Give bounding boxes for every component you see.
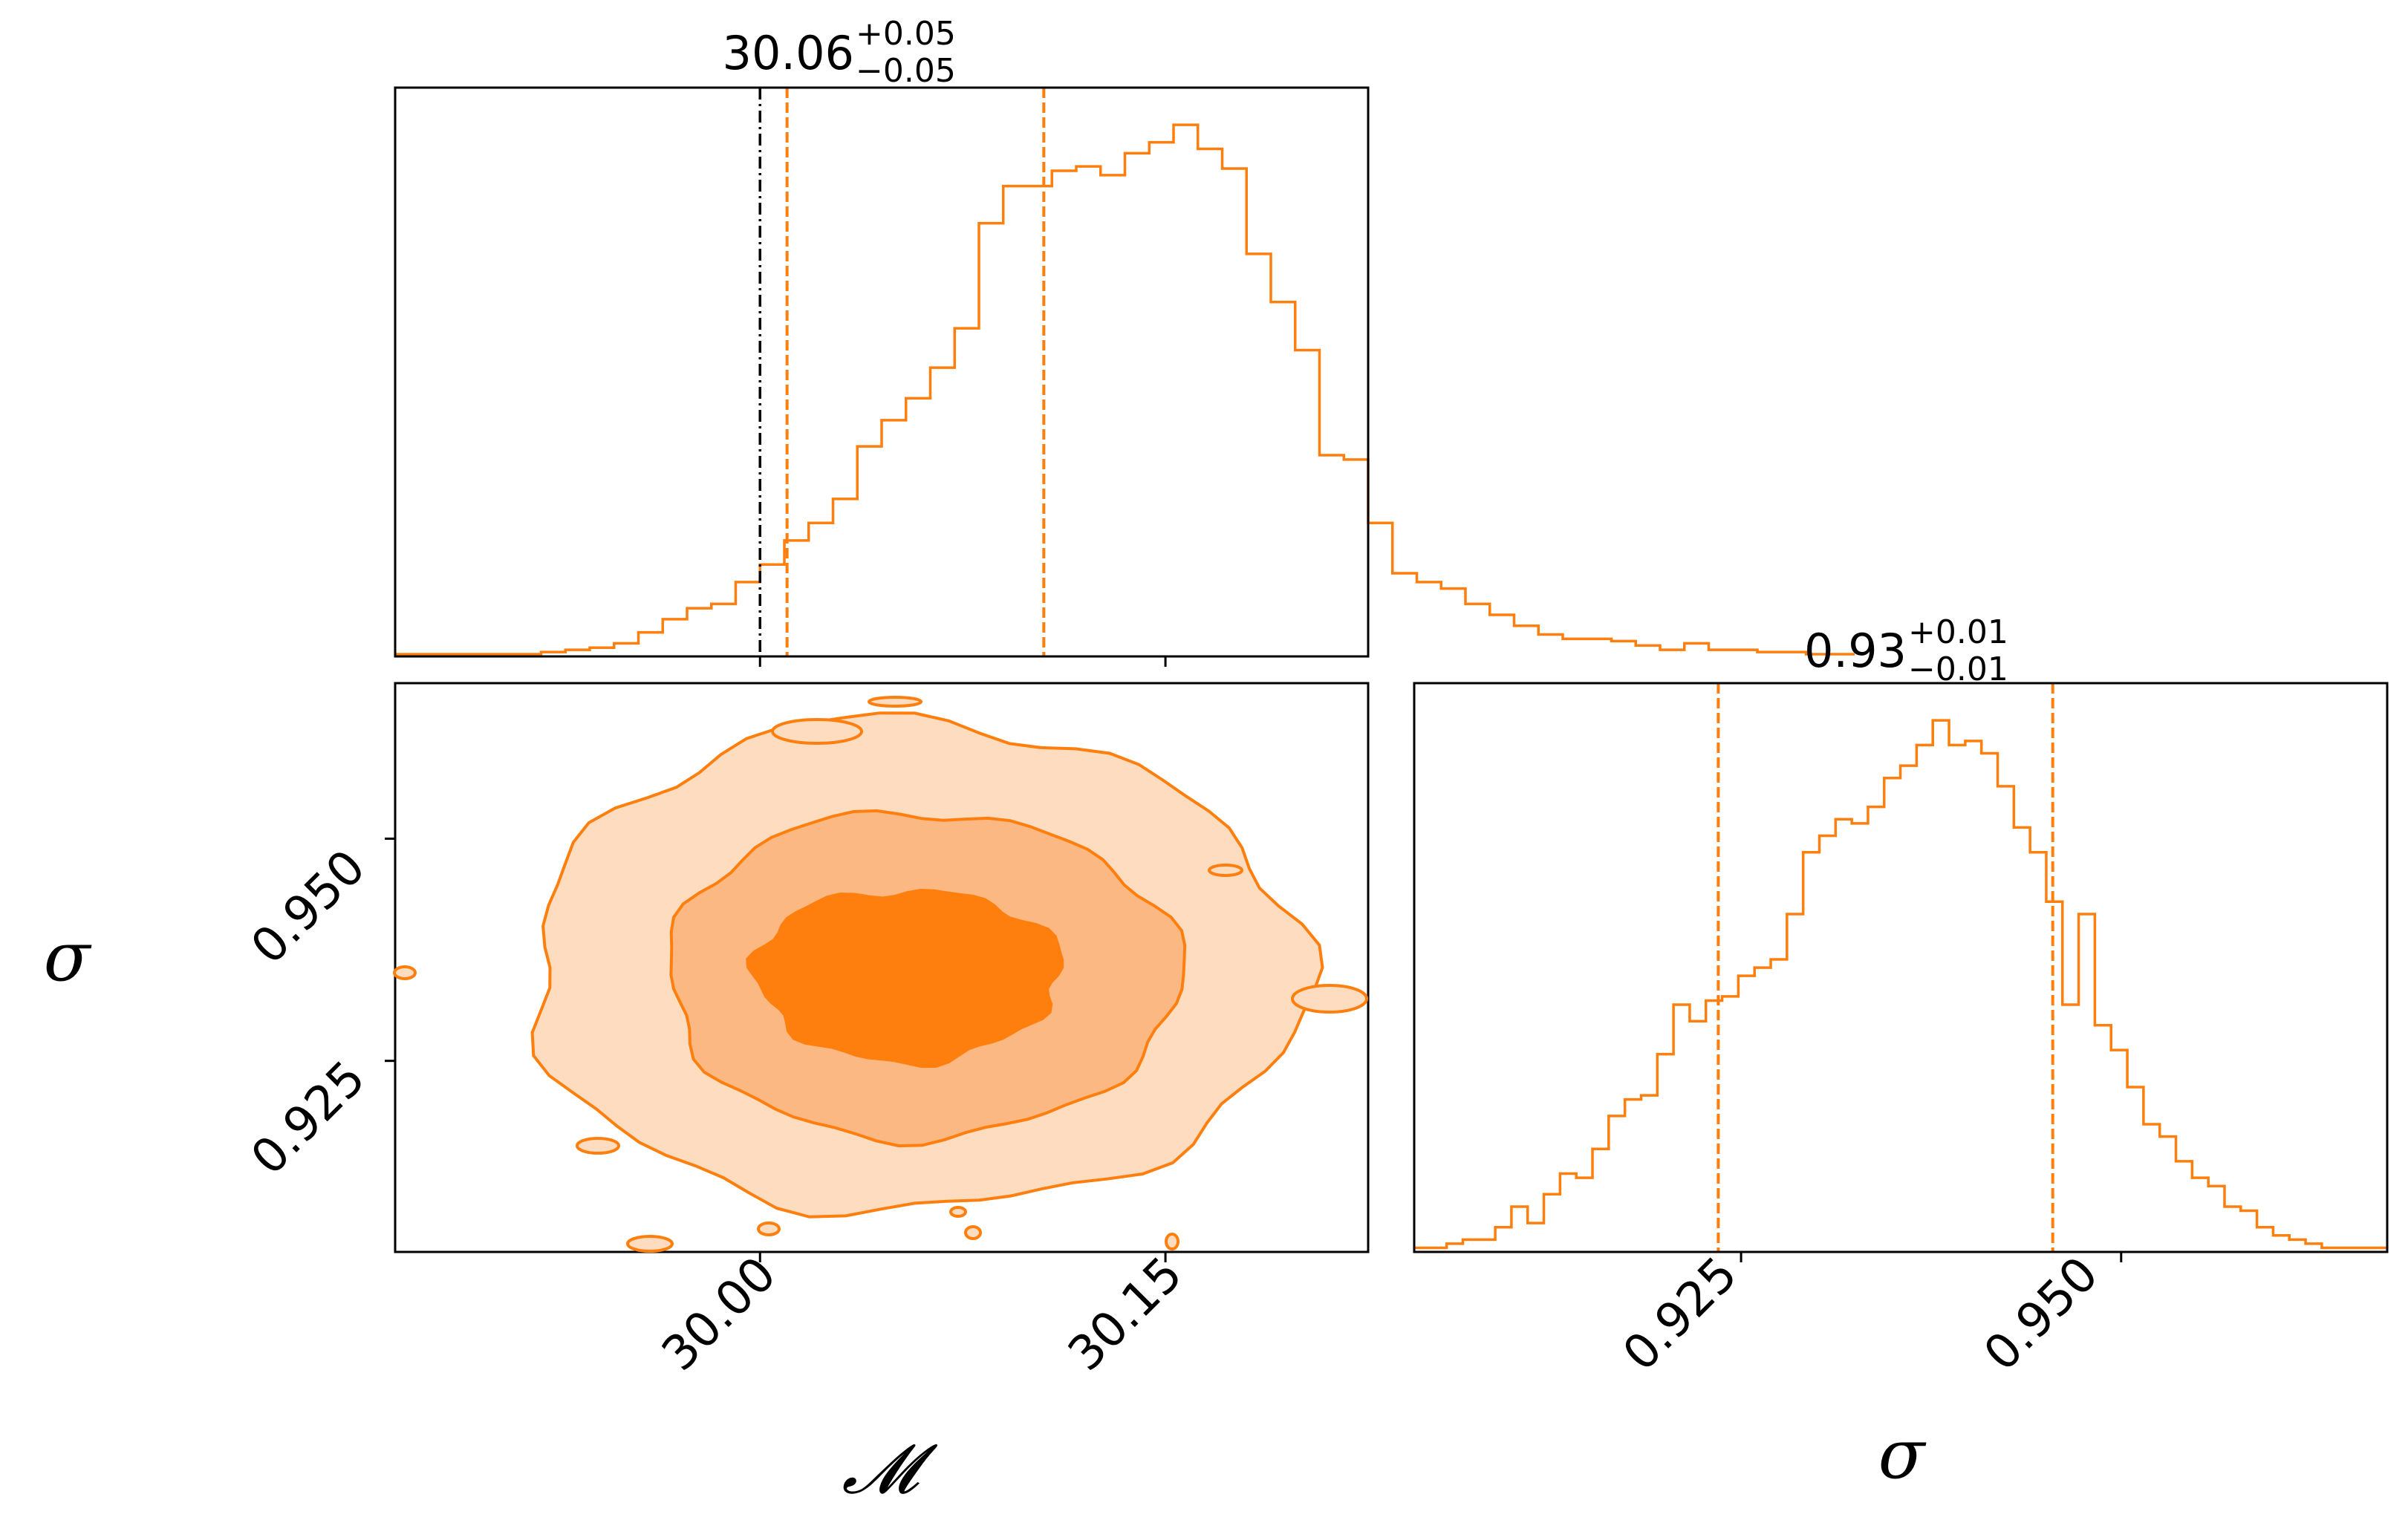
axes-frame: [394, 86, 1370, 658]
title-sigma-upper: +0.01: [1908, 613, 2008, 651]
title-chirp-mass-upper: +0.05: [856, 15, 956, 53]
title-chirp-mass-value: 30.06: [723, 26, 855, 80]
contour-island: [949, 1206, 967, 1218]
contour-island: [757, 1221, 781, 1236]
contour-lines: [385, 682, 1370, 1262]
title-sigma-value: 0.93: [1804, 624, 1907, 678]
contour-island: [393, 965, 417, 980]
contour-fills: [530, 711, 1324, 1219]
contour-island: [1291, 984, 1368, 1014]
contour-island: [1208, 864, 1243, 877]
contour-island: [626, 1235, 674, 1253]
contour-island: [964, 1225, 982, 1240]
contour-island: [576, 1137, 620, 1155]
histogram-step-line: [395, 123, 1855, 656]
histogram-panel-chirp-mass: [394, 86, 1855, 667]
title-chirp-mass-lower: −0.05: [856, 52, 956, 90]
contour-island: [868, 696, 922, 708]
contour-island: [1165, 1233, 1179, 1250]
contour-island: [771, 718, 863, 745]
histogram-panel-sigma: [1413, 682, 2389, 1262]
contour-1sigma: [746, 888, 1064, 1069]
title-sigma-lower: −0.01: [1908, 650, 2008, 688]
histogram-step-line: [1414, 719, 2387, 1250]
contour-panel-joint: [385, 682, 1370, 1262]
y-axis-label-sigma: σ: [44, 917, 92, 997]
axes-frame: [394, 682, 1370, 1253]
axes-frame: [1413, 682, 2389, 1253]
x-axis-label-sigma: σ: [1878, 1415, 1927, 1494]
contour-islands: [393, 696, 1368, 1253]
